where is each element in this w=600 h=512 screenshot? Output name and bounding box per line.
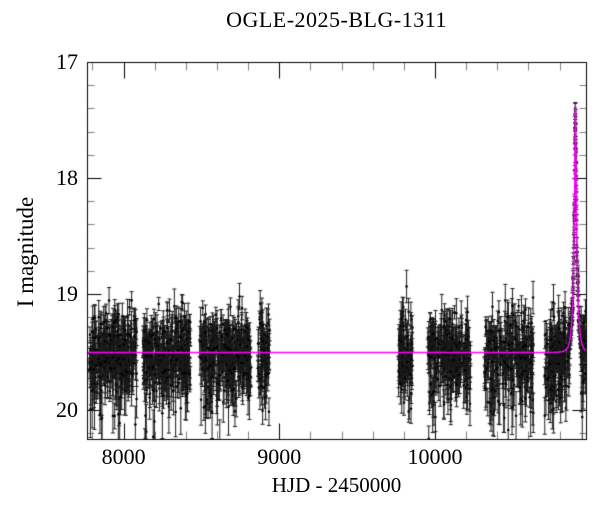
x-tick-label-8000: 8000 (101, 444, 146, 469)
y-tick-label-17: 17 (56, 49, 78, 74)
y-tick-label-19: 19 (56, 281, 78, 306)
y-tick-label-20: 20 (56, 397, 78, 422)
y-tick-label-18: 18 (56, 165, 78, 190)
x-tick-label-10000: 10000 (407, 444, 463, 469)
chart-title: OGLE-2025-BLG-1311 (226, 7, 447, 32)
x-axis-label: HJD - 2450000 (271, 473, 402, 497)
x-tick-label-9000: 9000 (257, 444, 302, 469)
